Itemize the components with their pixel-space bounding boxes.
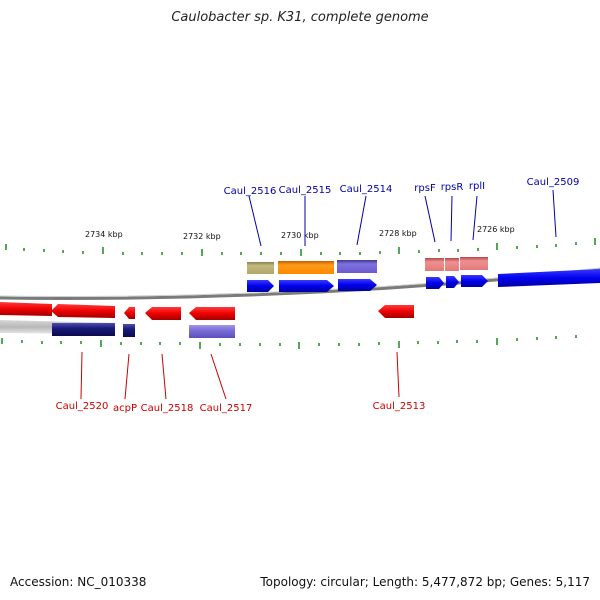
kbp-label: 2728 kbp <box>379 229 417 238</box>
gene-arrow-forward[interactable] <box>279 280 334 292</box>
gene-arrow-forward[interactable] <box>426 277 444 289</box>
gene-label-forward[interactable]: Caul_2516 <box>224 186 277 197</box>
gene-label-reverse[interactable]: Caul_2520 <box>56 401 109 412</box>
gene-arrow-forward[interactable] <box>247 280 274 292</box>
gene-label-reverse[interactable]: Caul_2513 <box>373 401 426 412</box>
gene-arrow-reverse[interactable] <box>0 302 52 316</box>
reverse-function-track <box>52 323 235 338</box>
gene-label-forward[interactable]: Caul_2514 <box>340 184 393 195</box>
gene-arrow-forward[interactable] <box>498 269 600 287</box>
forward-gene-track <box>247 269 600 292</box>
gene-arrow-reverse[interactable] <box>51 304 115 318</box>
gene-label-forward[interactable]: Caul_2515 <box>279 185 332 196</box>
gene-block-navy[interactable] <box>123 324 135 337</box>
map-title: Caulobacter sp. K31, complete genome <box>171 10 429 25</box>
gene-block-purple[interactable] <box>337 260 377 273</box>
gene-block-lavender[interactable] <box>189 325 235 338</box>
gene-label-forward[interactable]: rplI <box>469 181 485 192</box>
gene-arrow-reverse[interactable] <box>378 305 414 318</box>
gene-block-pink[interactable] <box>425 258 444 271</box>
kbp-label: 2726 kbp <box>477 225 515 234</box>
gene-block-pink[interactable] <box>460 257 488 270</box>
inner-tick-ring <box>1 335 577 349</box>
gene-block-olive[interactable] <box>247 262 274 274</box>
reverse-leader-lines <box>80 351 400 400</box>
kbp-label: 2734 kbp <box>85 230 123 239</box>
gene-arrow-forward[interactable] <box>461 275 488 287</box>
kbp-label: 2732 kbp <box>183 232 221 241</box>
reverse-gene-track <box>0 302 414 320</box>
gene-label-forward[interactable]: Caul_2509 <box>527 177 580 188</box>
outer-tick-ring <box>5 238 596 256</box>
gene-label-forward[interactable]: rpsR <box>441 182 464 193</box>
gene-block-orange[interactable] <box>278 261 334 274</box>
gene-label-reverse[interactable]: Caul_2517 <box>200 403 253 414</box>
gene-arrow-reverse[interactable] <box>145 307 181 320</box>
gene-arrow-reverse[interactable] <box>189 307 235 320</box>
gene-label-forward[interactable]: rpsF <box>414 183 436 194</box>
gene-arrow-forward[interactable] <box>338 279 377 291</box>
accession-text: Accession: NC_010338 <box>10 575 147 589</box>
kbp-label: 2730 kbp <box>281 231 319 240</box>
gene-arrow-forward[interactable] <box>446 276 459 288</box>
genome-summary-text: Topology: circular; Length: 5,477,872 bp… <box>260 575 590 589</box>
forward-leader-lines <box>248 189 557 247</box>
gene-block-navy[interactable] <box>52 323 115 336</box>
gene-arrow-reverse[interactable] <box>124 307 135 319</box>
forward-function-track <box>247 257 488 274</box>
gene-label-reverse[interactable]: acpP <box>113 403 137 414</box>
gene-block-pink[interactable] <box>445 258 459 271</box>
gene-label-reverse[interactable]: Caul_2518 <box>141 403 194 414</box>
